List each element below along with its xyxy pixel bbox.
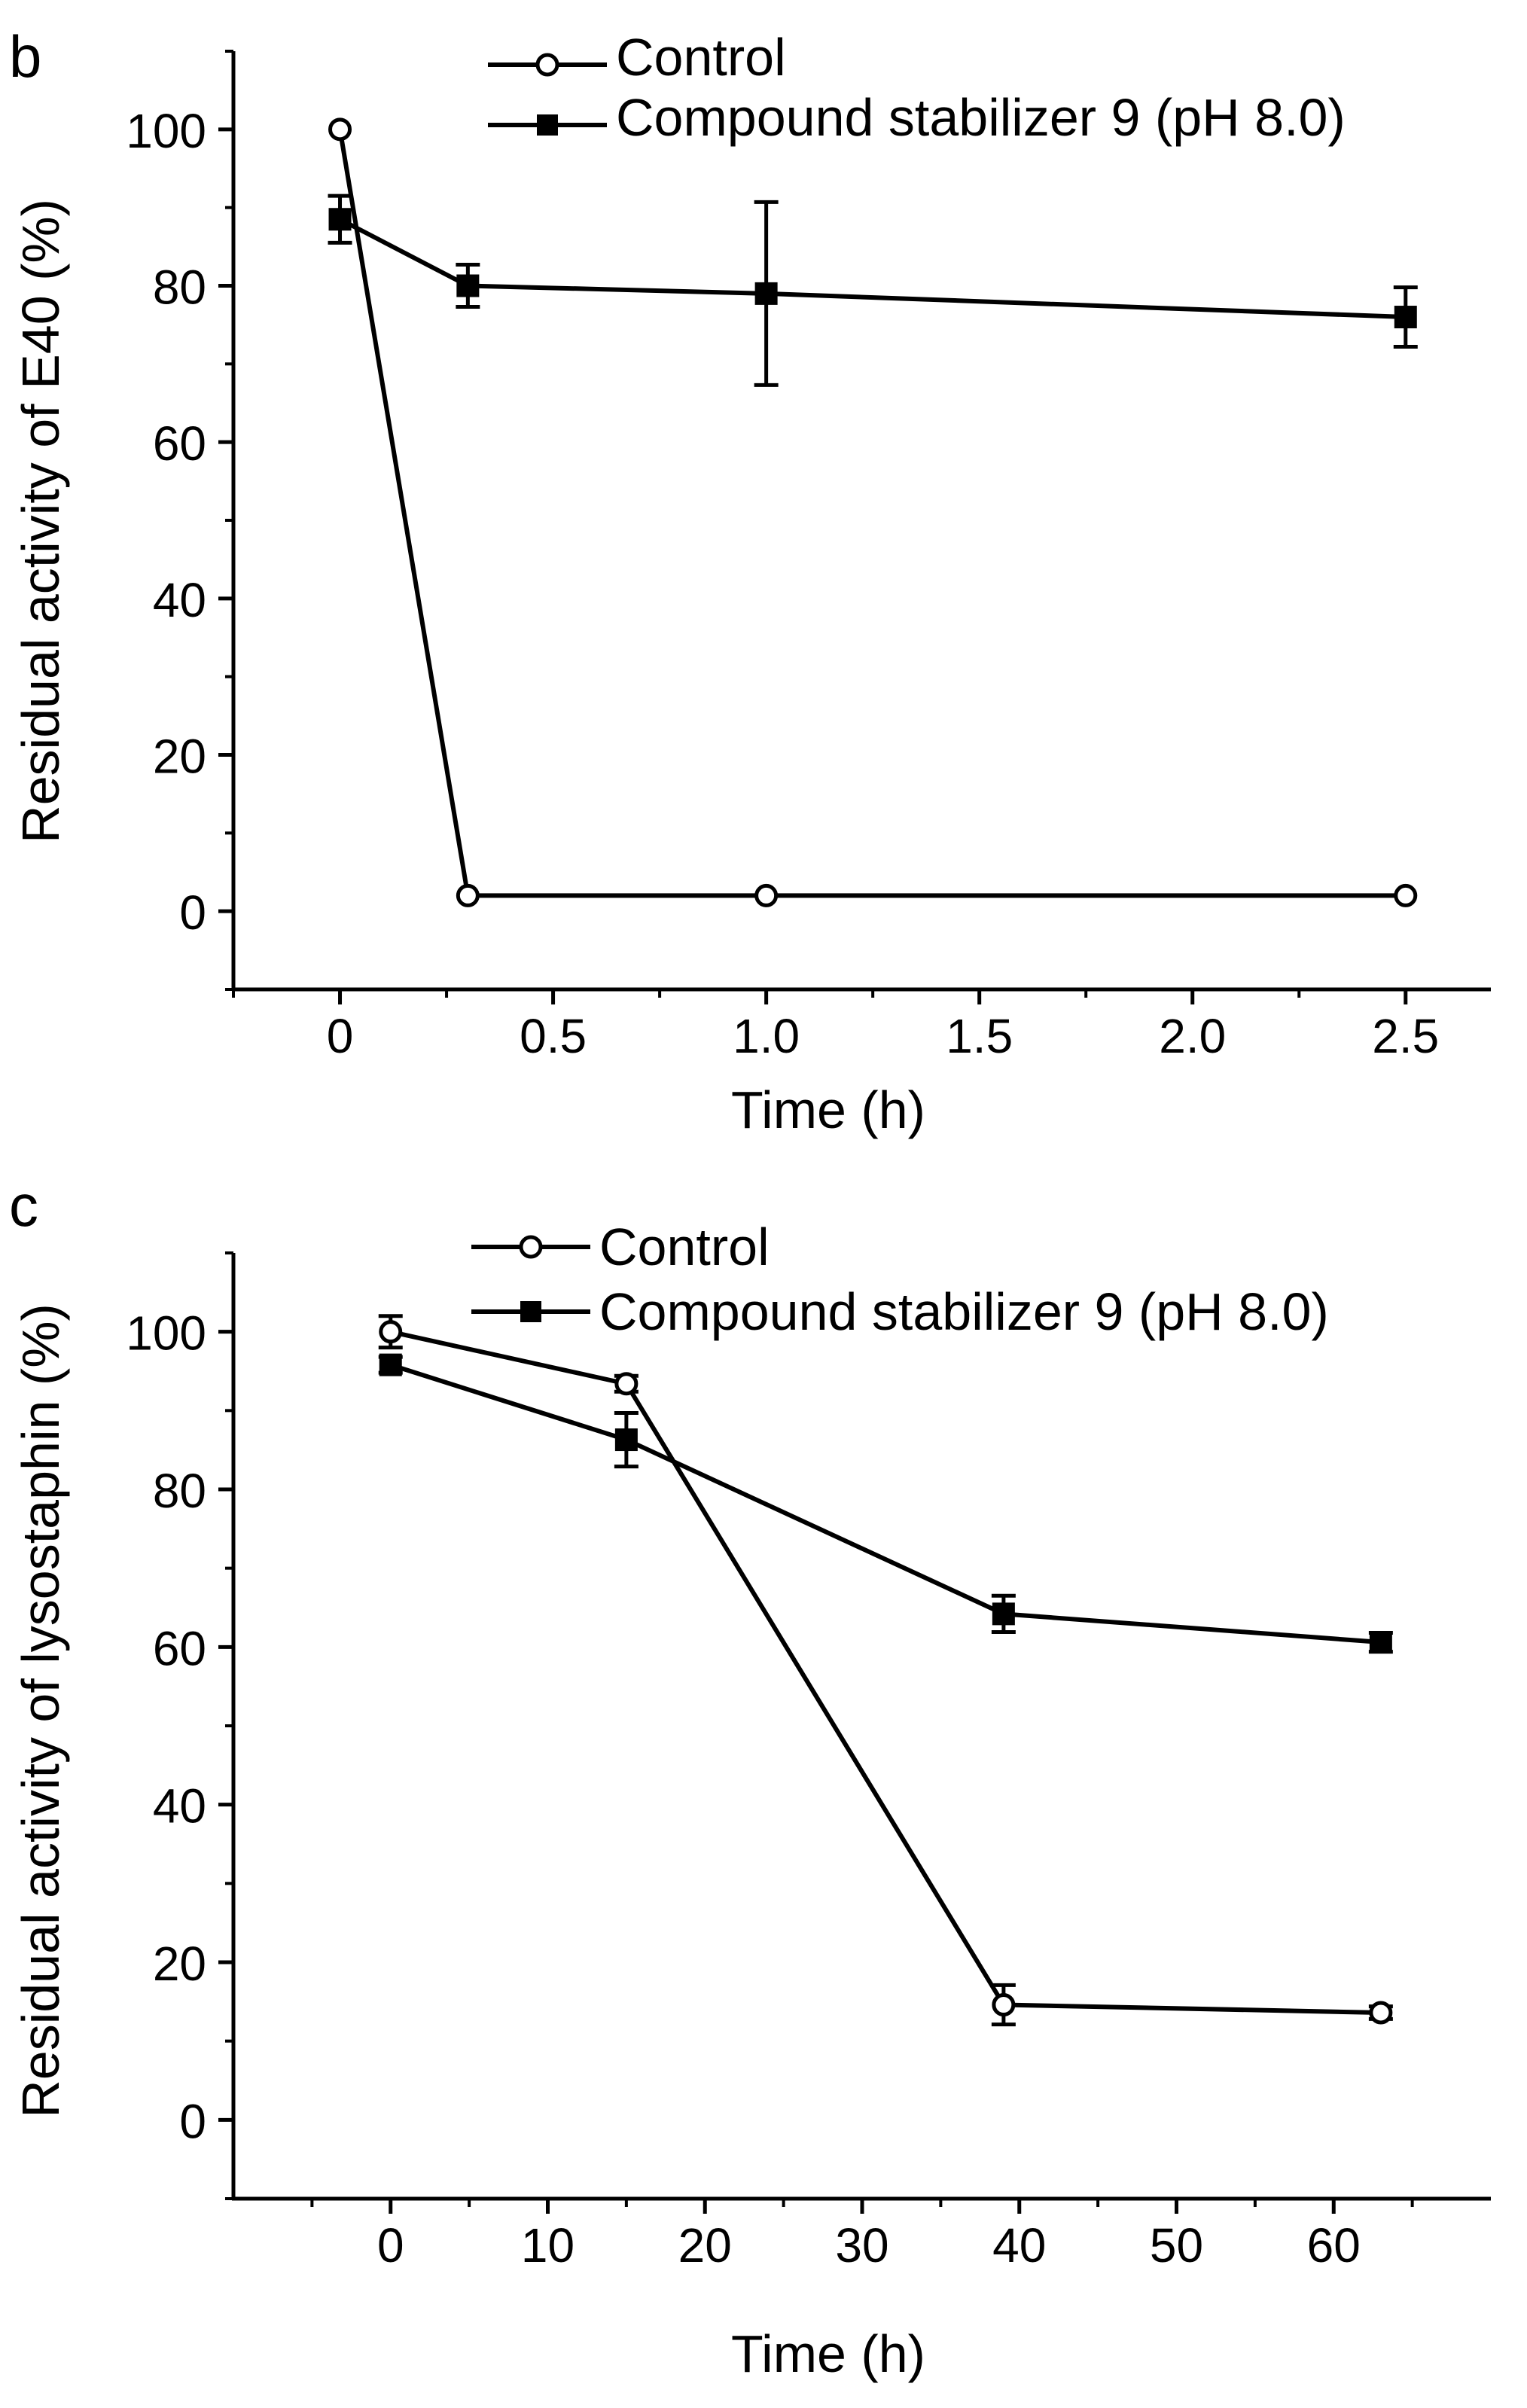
data-point-c-control: [614, 1372, 639, 1396]
series-line-c-stabilizer: [389, 1362, 1382, 1645]
y-tick-label-b: 100: [126, 104, 206, 158]
x-tick-label-b: 1.0: [733, 1009, 800, 1063]
legend-b-stabilizer-marker: [537, 114, 558, 136]
data-point-c-stabilizer: [1369, 1631, 1392, 1654]
legend-b-control-label: Control: [616, 28, 786, 87]
y-tick-label-c: 40: [153, 1779, 206, 1833]
data-point-c-stabilizer: [379, 1353, 402, 1376]
x-axis-title-b: Time (h): [731, 1081, 925, 1139]
legend-b: Control Compound stabilizer 9 (pH 8.0): [488, 28, 1346, 147]
legend-c-control-marker: [519, 1235, 543, 1259]
x-tick-label-b: 0: [327, 1009, 354, 1063]
panel-label-c: c: [9, 1172, 38, 1239]
y-tick-label-c: 100: [126, 1306, 206, 1361]
legend-b-stabilizer-label: Compound stabilizer 9 (pH 8.0): [616, 88, 1346, 147]
axes-b: [231, 51, 1491, 992]
x-tick-label-b: 2.0: [1159, 1009, 1226, 1063]
legend-c: Control Compound stabilizer 9 (pH 8.0): [471, 1218, 1329, 1341]
data-point-c-stabilizer: [992, 1602, 1015, 1626]
data-point-b-control: [754, 883, 779, 907]
x-tick-label-c: 60: [1307, 2218, 1361, 2272]
series-b: [328, 117, 1418, 907]
x-tick-label-c: 10: [521, 2218, 575, 2272]
data-point-b-control: [1394, 883, 1418, 907]
y-tick-label-b: 40: [153, 573, 206, 627]
y-tick-label-b: 60: [153, 416, 206, 471]
axes-c: [231, 1253, 1491, 2201]
x-tick-label-c: 30: [835, 2218, 888, 2272]
x-tick-label-c: 20: [678, 2218, 732, 2272]
data-point-c-control: [1369, 2001, 1393, 2025]
x-tick-label-b: 0.5: [520, 1009, 587, 1063]
data-point-b-stabilizer: [456, 274, 480, 297]
data-point-c-control: [992, 1993, 1016, 2017]
series-line-c-control: [390, 1329, 1381, 2015]
y-axis-title-c: Residual activity of lysostaphin (%): [11, 1303, 70, 2118]
data-point-b-stabilizer: [1394, 306, 1417, 329]
data-point-b-control: [456, 883, 480, 907]
y-tick-label-b: 0: [179, 885, 206, 940]
panel-c: c Residual activity of lysostaphin (%) T…: [9, 1172, 1491, 2383]
panel-label-b: b: [9, 23, 41, 90]
x-tick-label-c: 0: [377, 2218, 404, 2272]
legend-c-control-label: Control: [599, 1218, 770, 1276]
y-tick-label-b: 20: [153, 730, 206, 784]
ticks-c: 0 20 40 60 80 100 0 10 20 30 40 50 60: [126, 1251, 1414, 2272]
data-point-c-stabilizer: [614, 1428, 638, 1452]
data-point-b-control: [328, 117, 352, 142]
x-tick-label-b: 1.5: [946, 1009, 1013, 1063]
y-axis-title-b: Residual activity of E40 (%): [11, 199, 70, 843]
y-tick-label-c: 20: [153, 1937, 206, 1991]
x-tick-label-c: 40: [992, 2218, 1046, 2272]
x-axis-title-c: Time (h): [731, 2324, 925, 2383]
legend-b-control-marker: [535, 53, 559, 77]
series-c: [378, 1314, 1393, 2027]
series-line-b-control: [337, 129, 1406, 898]
panel-b: b Residual activity of E40 (%) Time (h) …: [9, 23, 1491, 1139]
data-point-b-stabilizer: [754, 282, 778, 305]
data-point-b-stabilizer: [328, 208, 352, 231]
legend-c-stabilizer-marker: [520, 1301, 541, 1322]
x-tick-label-c: 50: [1150, 2218, 1203, 2272]
y-tick-label-c: 80: [153, 1464, 206, 1518]
y-tick-label-c: 60: [153, 1621, 206, 1675]
y-tick-label-c: 0: [179, 2094, 206, 2148]
y-tick-label-b: 80: [153, 261, 206, 315]
series-line-b-stabilizer: [339, 217, 1406, 320]
data-point-c-control: [379, 1320, 403, 1344]
legend-c-stabilizer-label: Compound stabilizer 9 (pH 8.0): [599, 1282, 1329, 1341]
x-tick-label-b: 2.5: [1372, 1009, 1439, 1063]
ticks-b: 0 20 40 60 80 100 0 0.5 1.0 1.5 2.0 2.5: [126, 50, 1439, 1063]
